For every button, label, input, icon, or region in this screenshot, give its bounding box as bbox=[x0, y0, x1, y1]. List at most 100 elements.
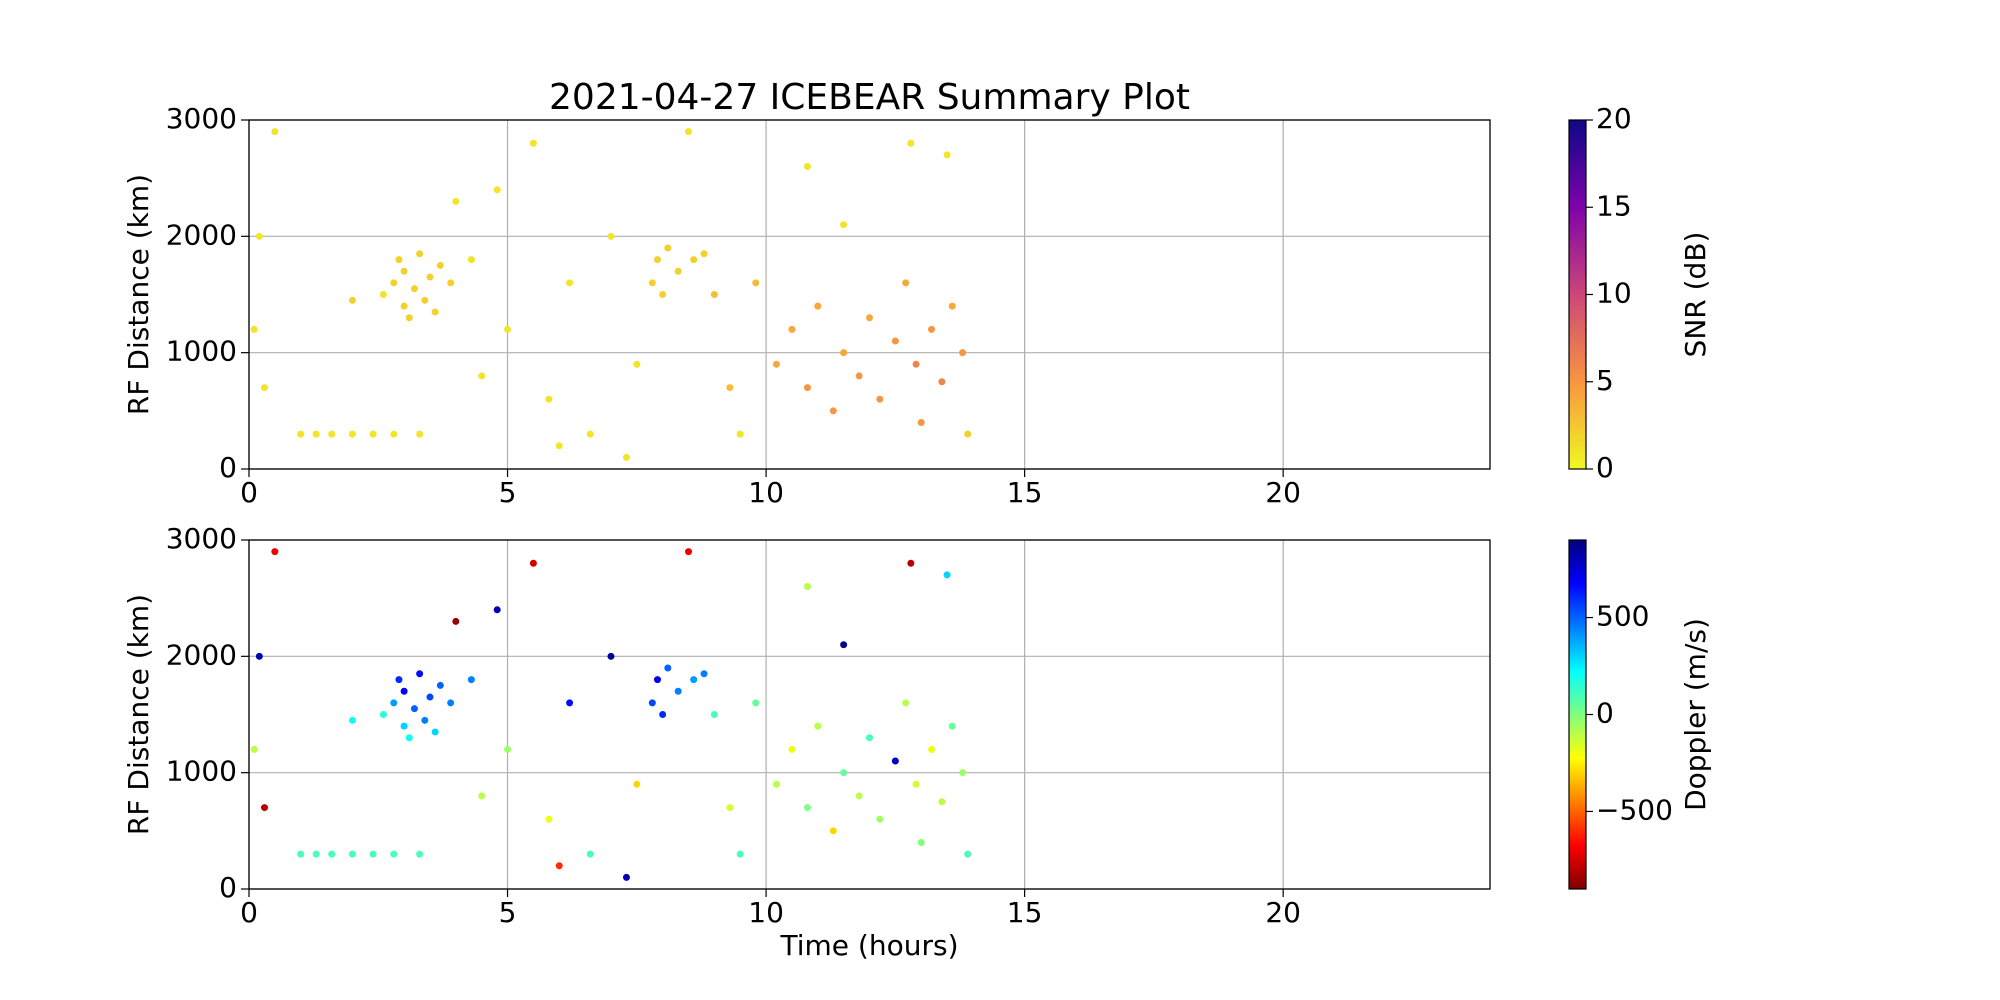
point bbox=[416, 670, 424, 678]
point bbox=[261, 384, 269, 392]
point bbox=[348, 850, 356, 858]
point bbox=[529, 139, 537, 147]
point bbox=[405, 314, 413, 322]
point bbox=[529, 559, 537, 567]
point bbox=[772, 360, 780, 368]
y-axis-label: RF Distance (km) bbox=[122, 594, 155, 835]
point bbox=[328, 850, 336, 858]
point bbox=[452, 197, 460, 205]
point bbox=[829, 407, 837, 415]
colorbar-tick-label: 0 bbox=[1596, 697, 1614, 730]
point bbox=[840, 641, 848, 649]
x-axis-label: Time (hours) bbox=[780, 929, 959, 962]
x-tick-label: 0 bbox=[240, 476, 258, 509]
y-tick-label: 2000 bbox=[166, 638, 237, 671]
y-tick-label: 1000 bbox=[166, 755, 237, 788]
point bbox=[772, 780, 780, 788]
point bbox=[959, 349, 967, 357]
point bbox=[907, 139, 915, 147]
point bbox=[250, 745, 258, 753]
point bbox=[400, 722, 408, 730]
point bbox=[395, 676, 403, 684]
point bbox=[633, 780, 641, 788]
point bbox=[948, 722, 956, 730]
point bbox=[959, 769, 967, 777]
x-tick-label: 10 bbox=[748, 896, 784, 929]
x-tick-label: 20 bbox=[1265, 896, 1301, 929]
point bbox=[545, 395, 553, 403]
colorbar-tick-label: 10 bbox=[1596, 277, 1632, 310]
point bbox=[369, 430, 377, 438]
colorbar-tick-label: 500 bbox=[1596, 600, 1649, 633]
point bbox=[586, 430, 594, 438]
point bbox=[938, 798, 946, 806]
point bbox=[917, 418, 925, 426]
point bbox=[410, 705, 418, 713]
point bbox=[840, 349, 848, 357]
point bbox=[555, 862, 563, 870]
point bbox=[436, 261, 444, 269]
x-tick-label: 0 bbox=[240, 896, 258, 929]
point bbox=[416, 250, 424, 258]
point bbox=[902, 279, 910, 287]
y-tick-label: 0 bbox=[219, 451, 237, 484]
x-tick-label: 15 bbox=[1007, 896, 1043, 929]
point bbox=[467, 256, 475, 264]
point bbox=[788, 325, 796, 333]
point bbox=[312, 430, 320, 438]
point bbox=[426, 693, 434, 701]
point bbox=[633, 360, 641, 368]
point bbox=[902, 699, 910, 707]
point bbox=[504, 325, 512, 333]
point bbox=[400, 302, 408, 310]
colorbar-label: Doppler (m/s) bbox=[1679, 618, 1712, 811]
colorbar-tick-label: 0 bbox=[1596, 451, 1614, 484]
point bbox=[390, 699, 398, 707]
point bbox=[297, 850, 305, 858]
point bbox=[348, 296, 356, 304]
point bbox=[648, 699, 656, 707]
point bbox=[943, 571, 951, 579]
point bbox=[912, 360, 920, 368]
point bbox=[840, 769, 848, 777]
point bbox=[928, 325, 936, 333]
point bbox=[674, 267, 682, 275]
point bbox=[907, 559, 915, 567]
point bbox=[700, 670, 708, 678]
point bbox=[493, 606, 501, 614]
point bbox=[917, 838, 925, 846]
point bbox=[736, 850, 744, 858]
point bbox=[653, 256, 661, 264]
point bbox=[421, 716, 429, 724]
point bbox=[566, 699, 574, 707]
point bbox=[943, 151, 951, 159]
colorbar-tick-label: 20 bbox=[1596, 102, 1632, 135]
point bbox=[659, 291, 667, 298]
y-axis-label: RF Distance (km) bbox=[122, 174, 155, 415]
colorbar-tick-label: 5 bbox=[1596, 364, 1614, 397]
point bbox=[426, 273, 434, 281]
point bbox=[379, 711, 387, 718]
point bbox=[297, 430, 305, 438]
y-tick-label: 3000 bbox=[166, 522, 237, 555]
point bbox=[478, 792, 486, 800]
point bbox=[255, 652, 263, 660]
point bbox=[866, 314, 873, 322]
point bbox=[659, 711, 667, 718]
point bbox=[876, 815, 884, 823]
x-tick-label: 15 bbox=[1007, 476, 1043, 509]
point bbox=[690, 256, 698, 264]
point bbox=[726, 804, 734, 812]
point bbox=[400, 267, 408, 275]
point bbox=[855, 372, 863, 380]
point bbox=[478, 372, 486, 380]
point bbox=[664, 664, 672, 672]
colorbar-label: SNR (dB) bbox=[1679, 232, 1712, 358]
x-tick-label: 5 bbox=[499, 476, 517, 509]
point bbox=[685, 128, 693, 136]
point bbox=[829, 827, 837, 835]
point bbox=[447, 699, 455, 707]
point bbox=[348, 430, 356, 438]
point bbox=[271, 128, 279, 136]
point bbox=[674, 687, 682, 695]
